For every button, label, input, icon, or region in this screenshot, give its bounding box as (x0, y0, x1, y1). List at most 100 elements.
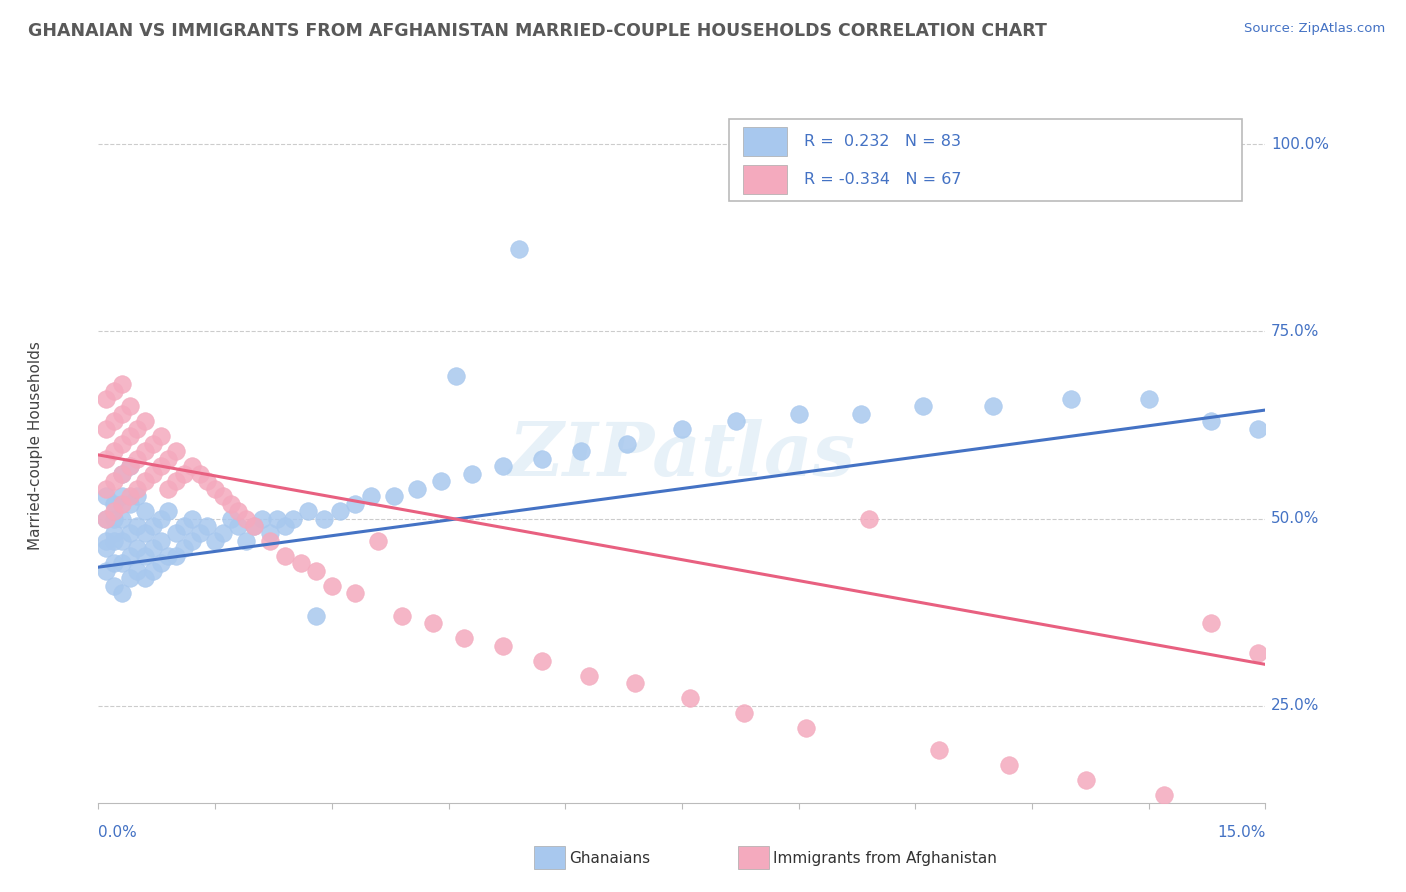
Point (204, 533, 226, 548)
Point (149, 429, 172, 443)
Point (134, 504, 156, 518)
Point (578, 668, 600, 682)
Point (679, 691, 702, 706)
Point (111, 497, 134, 511)
Point (173, 519, 195, 533)
Point (180, 511, 202, 525)
Point (228, 504, 250, 518)
Point (111, 467, 134, 481)
Point (157, 451, 180, 466)
Point (344, 586, 367, 600)
Point (297, 504, 319, 518)
Text: 50.0%: 50.0% (1271, 511, 1320, 526)
Point (624, 676, 647, 690)
Point (367, 533, 389, 548)
Point (1076, 773, 1098, 788)
Point (569, 444, 592, 458)
Point (111, 586, 134, 600)
Point (492, 459, 515, 474)
Point (142, 519, 165, 533)
Point (228, 519, 250, 533)
Point (344, 497, 367, 511)
Point (149, 511, 172, 525)
Point (111, 533, 134, 548)
Point (1060, 392, 1083, 406)
Point (118, 526, 141, 541)
Point (195, 519, 218, 533)
Point (149, 557, 172, 571)
Point (453, 631, 475, 645)
Point (235, 533, 257, 548)
Text: 25.0%: 25.0% (1271, 698, 1320, 713)
Point (134, 474, 156, 488)
Point (127, 422, 149, 436)
Point (142, 467, 165, 481)
Text: ZIPatlas: ZIPatlas (509, 418, 855, 491)
Text: 75.0%: 75.0% (1271, 324, 1320, 339)
Point (96, 422, 118, 436)
Point (127, 482, 149, 496)
Point (530, 451, 553, 466)
Point (508, 242, 530, 256)
Text: 100.0%: 100.0% (1271, 137, 1329, 152)
Point (118, 459, 141, 474)
Point (96, 451, 118, 466)
Point (157, 504, 180, 518)
Text: Married-couple Households: Married-couple Households (28, 342, 42, 550)
Text: 0.0%: 0.0% (98, 825, 138, 840)
Point (429, 474, 451, 488)
Point (849, 407, 872, 421)
Text: Ghanaians: Ghanaians (569, 851, 651, 865)
Point (391, 608, 413, 623)
Point (111, 489, 134, 503)
Point (180, 533, 202, 548)
Point (1137, 392, 1160, 406)
Point (360, 489, 382, 503)
Point (127, 451, 149, 466)
Point (188, 467, 211, 481)
Point (219, 497, 242, 511)
Point (274, 549, 297, 563)
Point (118, 459, 141, 474)
Point (165, 444, 187, 458)
Point (103, 557, 125, 571)
Point (1153, 789, 1175, 803)
Point (96, 541, 118, 556)
Point (212, 489, 235, 503)
Point (858, 511, 880, 525)
Point (188, 526, 211, 541)
Point (243, 519, 266, 533)
Point (111, 407, 134, 421)
Point (127, 489, 149, 503)
Point (165, 474, 187, 488)
Point (149, 533, 172, 548)
FancyBboxPatch shape (742, 127, 787, 156)
FancyBboxPatch shape (742, 165, 787, 194)
Point (103, 497, 125, 511)
Point (290, 557, 312, 571)
Point (406, 482, 429, 496)
Point (787, 407, 810, 421)
Point (103, 526, 125, 541)
Point (382, 489, 405, 503)
Point (259, 526, 281, 541)
Point (111, 436, 134, 450)
Point (1199, 414, 1222, 428)
Point (912, 399, 935, 413)
Point (127, 519, 149, 533)
Point (266, 511, 288, 525)
Point (103, 504, 125, 518)
Point (127, 564, 149, 578)
Point (928, 743, 950, 757)
Point (134, 414, 156, 428)
Point (725, 414, 748, 428)
Point (103, 511, 125, 525)
Point (118, 429, 141, 443)
Point (111, 511, 134, 525)
Text: GHANAIAN VS IMMIGRANTS FROM AFGHANISTAN MARRIED-COUPLE HOUSEHOLDS CORRELATION CH: GHANAIAN VS IMMIGRANTS FROM AFGHANISTAN … (28, 22, 1047, 40)
Point (111, 557, 134, 571)
Point (616, 436, 638, 450)
Point (321, 579, 343, 593)
Point (118, 489, 141, 503)
Point (671, 422, 693, 436)
